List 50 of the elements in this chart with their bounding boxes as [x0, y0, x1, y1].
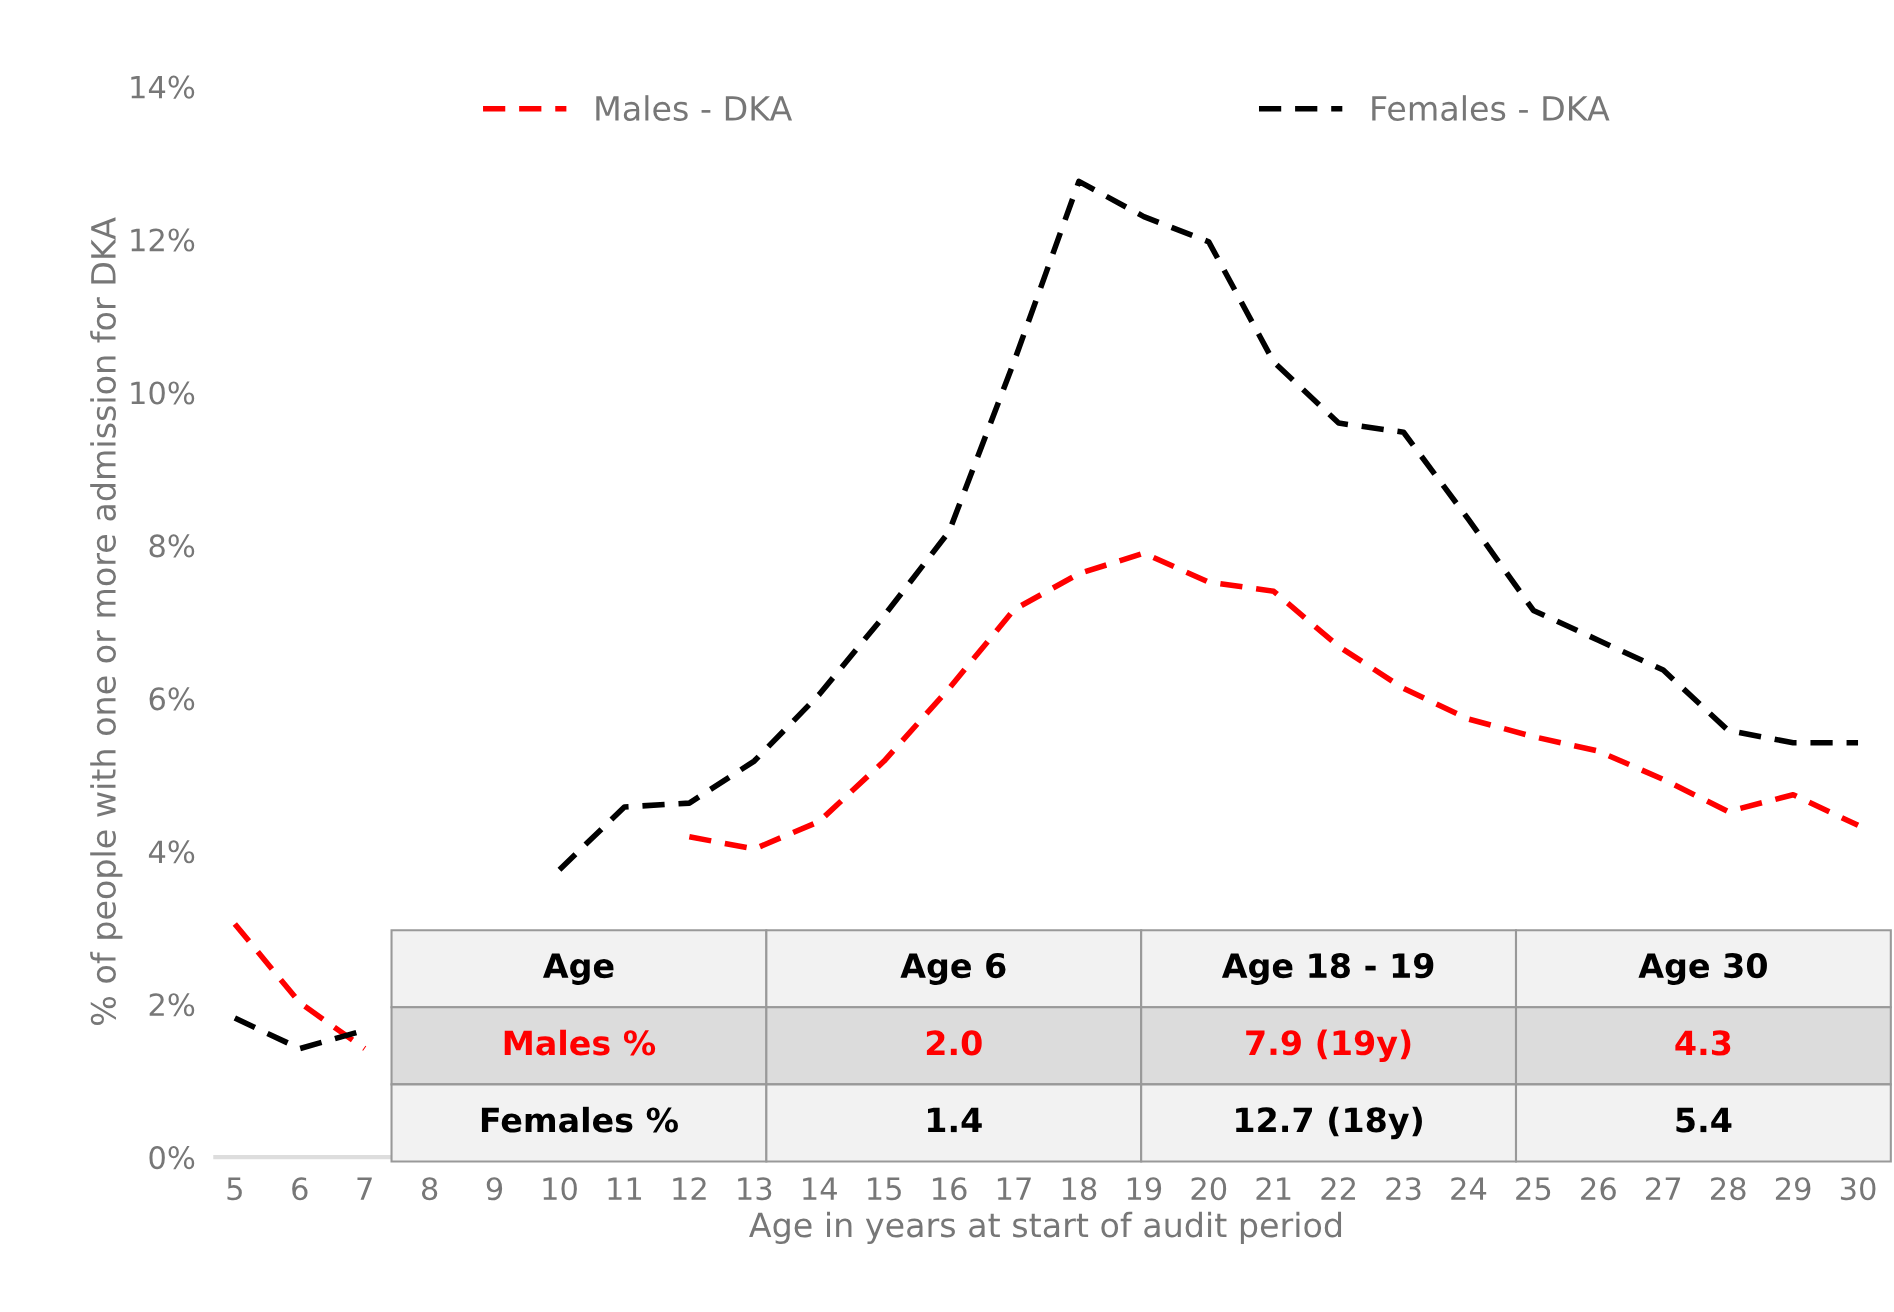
annotation: Males %	[504, 1029, 656, 1056]
x-tick-label: 5	[227, 1177, 242, 1201]
y-tick-label: 14%	[131, 75, 195, 99]
x-tick-label: 26	[1581, 1177, 1616, 1201]
y-tick-label: 8%	[149, 534, 195, 558]
x-tick-label: 24	[1451, 1177, 1487, 1200]
legend-label: Females - DKA	[1372, 95, 1610, 121]
y-tick-label: 10%	[131, 381, 195, 405]
x-tick-label: 7	[357, 1177, 372, 1200]
x-tick-label: 8	[421, 1177, 438, 1201]
annotation: 4.3	[1675, 1030, 1731, 1056]
annotation: 1.4	[928, 1107, 982, 1133]
annotation: 12.7 (18y)	[1236, 1106, 1422, 1140]
annotation: Age	[542, 953, 614, 985]
x-tick-label: 12	[673, 1177, 706, 1200]
y-tick-label: 2%	[149, 993, 195, 1017]
x-tick-label: 20	[1191, 1177, 1227, 1201]
y-tick-label: 4%	[148, 840, 195, 864]
x-tick-label: 21	[1256, 1177, 1291, 1200]
x-tick-label: 18	[1062, 1177, 1097, 1201]
x-tick-label: 13	[738, 1177, 772, 1201]
x-tick-label: 15	[868, 1177, 901, 1201]
x-tick-label: 29	[1775, 1177, 1811, 1201]
annotation: Age 18 - 19	[1221, 952, 1434, 985]
x-tick-label: 19	[1127, 1177, 1162, 1201]
x-tick-label: 30	[1840, 1177, 1876, 1201]
x-tick-label: 27	[1646, 1177, 1681, 1200]
legend-label: Males - DKA	[596, 95, 793, 121]
x-tick-label: 28	[1710, 1177, 1746, 1201]
x-tick-label: 25	[1516, 1177, 1551, 1201]
annotation: Age 6	[900, 952, 1006, 985]
y-tick-label: 0%	[149, 1146, 195, 1170]
x-tick-label: 11	[608, 1177, 642, 1200]
annotation: Age 30	[1638, 952, 1767, 985]
y-tick-label: 12%	[131, 228, 195, 252]
x-tick-label: 6	[292, 1177, 308, 1201]
annotation: Females %	[481, 1106, 678, 1133]
annotation: 5.4	[1676, 1107, 1732, 1133]
x-tick-label: 9	[486, 1177, 503, 1201]
x-tick-label: 16	[932, 1177, 967, 1201]
y-axis-title: % of people with one or more admission for DKA	[90, 217, 123, 1025]
x-tick-label: 23	[1386, 1177, 1421, 1201]
x-tick-label: 22	[1321, 1177, 1355, 1200]
annotation: 7.9 (19y)	[1246, 1029, 1411, 1063]
x-tick-label: 10	[543, 1177, 577, 1201]
x-tick-label: 17	[997, 1177, 1031, 1200]
annotation: 2.0	[926, 1030, 982, 1056]
y-tick-label: 6%	[149, 687, 195, 711]
x-tick-label: 14	[803, 1177, 837, 1200]
x-axis-title: Age in years at start of audit period	[749, 1211, 1342, 1245]
